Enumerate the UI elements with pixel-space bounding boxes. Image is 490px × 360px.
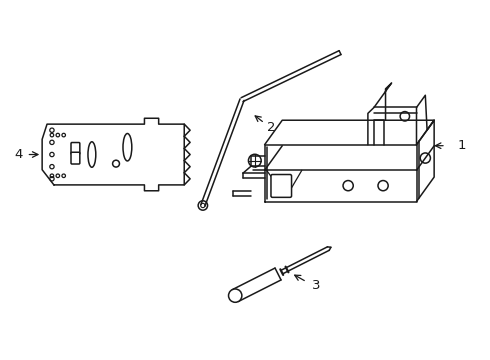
FancyBboxPatch shape: [271, 175, 292, 197]
Text: 4: 4: [14, 148, 23, 161]
Text: 2: 2: [267, 121, 276, 134]
FancyBboxPatch shape: [71, 152, 80, 164]
Circle shape: [228, 289, 242, 302]
FancyBboxPatch shape: [71, 143, 80, 154]
Text: 3: 3: [312, 279, 321, 292]
Text: 1: 1: [458, 139, 466, 152]
